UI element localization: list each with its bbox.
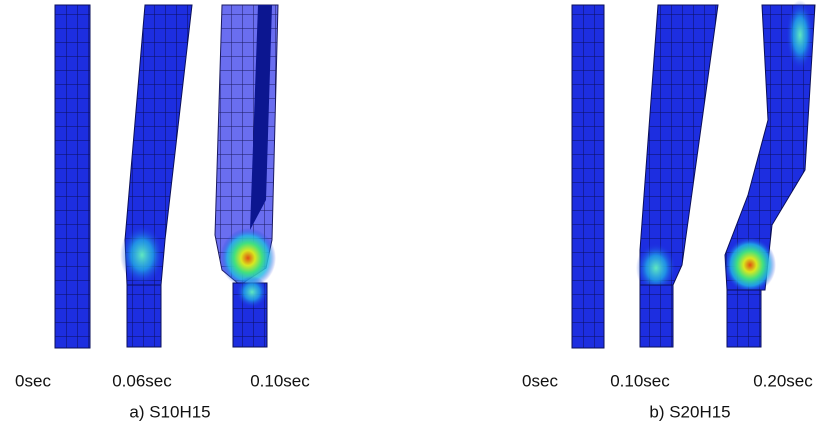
column-mesh <box>55 5 90 348</box>
page: 0sec 0.06sec 0.10sec a) S10H15 0sec 0.10… <box>0 0 820 433</box>
figure: 0sec 0.06sec 0.10sec a) S10H15 0sec 0.10… <box>0 0 820 433</box>
column-mesh <box>640 5 718 285</box>
stress-zone <box>120 225 164 285</box>
time-label: 0.06sec <box>112 371 172 390</box>
column-mesh <box>572 5 604 348</box>
stress-zone <box>724 237 776 293</box>
panel-a: 0sec 0.06sec 0.10sec a) S10H15 <box>15 5 310 421</box>
stress-zone <box>236 276 268 308</box>
stress-zone <box>786 0 814 70</box>
caption: b) S20H15 <box>649 402 730 421</box>
panel-b: 0sec 0.10sec 0.20sec b) S20H15 <box>522 0 815 421</box>
time-label: 0sec <box>522 371 558 390</box>
column-mesh <box>127 285 161 347</box>
time-label: 0sec <box>15 371 51 390</box>
column-mesh <box>640 285 673 347</box>
time-label: 0.10sec <box>250 371 310 390</box>
time-label: 0.20sec <box>753 371 813 390</box>
caption: a) S10H15 <box>129 402 210 421</box>
time-label: 0.10sec <box>610 371 670 390</box>
column-mesh <box>727 290 761 347</box>
